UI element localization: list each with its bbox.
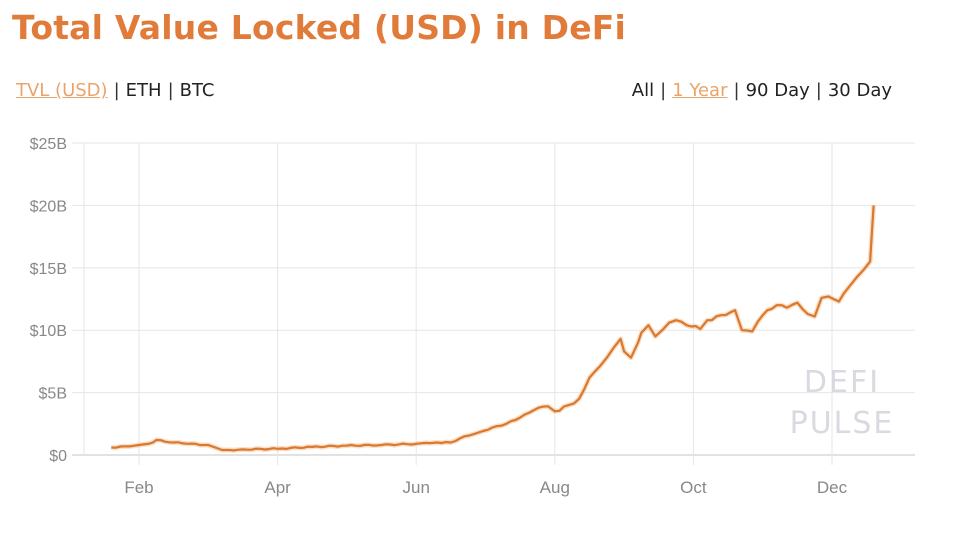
watermark-line1: DEFI bbox=[804, 365, 880, 400]
tab-90-day[interactable]: 90 Day bbox=[745, 80, 810, 101]
page-title: Total Value Locked (USD) in DeFi bbox=[12, 8, 627, 47]
x-tick-label: Feb bbox=[124, 478, 153, 497]
y-tick-label: $5B bbox=[39, 386, 67, 403]
tab-all[interactable]: All bbox=[631, 80, 655, 101]
tvl-line bbox=[111, 205, 875, 452]
y-tick-label: $10B bbox=[30, 323, 67, 340]
separator: | bbox=[660, 80, 667, 101]
x-tick-label: Dec bbox=[817, 478, 848, 497]
separator: | bbox=[815, 80, 822, 101]
x-tick-label: Oct bbox=[680, 478, 707, 497]
x-axis: Feb Apr Jun Aug Oct Dec bbox=[124, 478, 847, 497]
chart-grid bbox=[72, 142, 915, 465]
watermark-line2: PULSE bbox=[790, 406, 895, 441]
x-tick-label: Jun bbox=[402, 478, 429, 497]
tab-30-day[interactable]: 30 Day bbox=[827, 80, 892, 101]
separator: | bbox=[167, 80, 174, 101]
tab-btc[interactable]: BTC bbox=[179, 80, 215, 101]
tab-tvl-usd[interactable]: TVL (USD) bbox=[16, 80, 108, 101]
metric-tabs: TVL (USD) | ETH | BTC bbox=[16, 80, 215, 101]
separator: | bbox=[113, 80, 120, 101]
y-tick-label: $20B bbox=[30, 198, 67, 215]
watermark: DEFI PULSE bbox=[790, 365, 895, 441]
tab-eth[interactable]: ETH bbox=[125, 80, 162, 101]
tab-1-year[interactable]: 1 Year bbox=[672, 80, 728, 101]
y-tick-label: $0 bbox=[49, 448, 67, 465]
y-tick-label: $25B bbox=[30, 136, 67, 153]
range-tabs: All | 1 Year | 90 Day | 30 Day bbox=[632, 80, 892, 101]
y-axis: $0 $5B $10B $15B $20B $25B bbox=[30, 136, 67, 465]
x-tick-label: Apr bbox=[264, 478, 291, 497]
x-tick-label: Aug bbox=[540, 478, 570, 497]
y-tick-label: $15B bbox=[30, 261, 67, 278]
separator: | bbox=[733, 80, 740, 101]
tvl-line-glow bbox=[111, 205, 877, 453]
